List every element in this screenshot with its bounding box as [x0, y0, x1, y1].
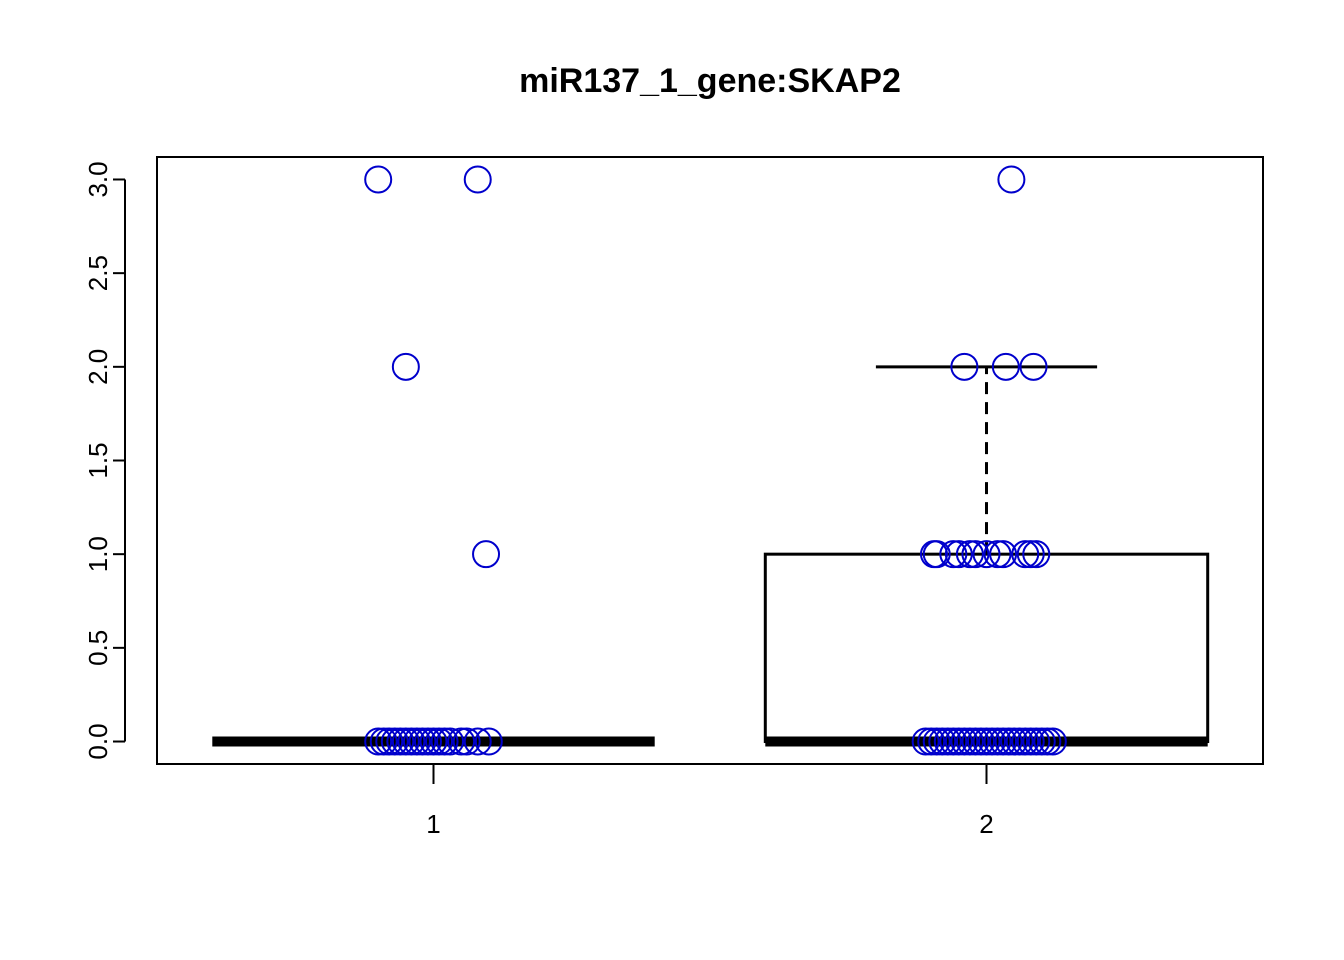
data-point [447, 727, 476, 756]
data-point [972, 727, 1001, 756]
chart-title: miR137_1_gene:SKAP2 [519, 62, 901, 100]
x-tick-label: 2 [979, 809, 993, 839]
data-point [472, 540, 501, 569]
x-tick-label: 1 [426, 809, 440, 839]
data-point [955, 540, 984, 569]
data-point [961, 727, 990, 756]
data-point [1011, 540, 1040, 569]
data-point [955, 727, 984, 756]
plot-frame [156, 156, 1264, 765]
data-point [972, 540, 1001, 569]
data-point [939, 540, 968, 569]
data-point [436, 727, 465, 756]
data-point [397, 727, 426, 756]
data-point [463, 165, 492, 194]
data-point [375, 727, 404, 756]
data-point [1016, 727, 1045, 756]
data-point [950, 727, 979, 756]
data-point [989, 727, 1018, 756]
data-point [994, 727, 1023, 756]
data-point [408, 727, 437, 756]
data-point [928, 727, 957, 756]
data-point [944, 540, 973, 569]
y-tick-label: 0.5 [83, 630, 113, 666]
data-point [1011, 727, 1040, 756]
data-point [386, 727, 415, 756]
data-point [1019, 352, 1048, 381]
data-point [1033, 727, 1062, 756]
data-point [419, 727, 448, 756]
data-point [933, 727, 962, 756]
data-point [989, 540, 1018, 569]
y-tick-label: 1.0 [83, 536, 113, 572]
data-point [983, 727, 1012, 756]
data-point [391, 727, 420, 756]
data-point [1000, 727, 1029, 756]
data-point [1038, 727, 1067, 756]
data-point [1022, 540, 1051, 569]
data-point [474, 727, 503, 756]
data-point [369, 727, 398, 756]
data-point [430, 727, 459, 756]
y-tick-label: 0.0 [83, 723, 113, 759]
data-point [978, 727, 1007, 756]
y-tick-label: 2.5 [83, 255, 113, 291]
y-tick-label: 2.0 [83, 349, 113, 385]
data-point [1027, 727, 1056, 756]
plot-area: 0.0 0.5 1.0 1.5 2.0 2.5 3.0 1 2 [83, 156, 1264, 839]
data-point [961, 540, 990, 569]
data-point [1005, 727, 1034, 756]
data-point [917, 727, 946, 756]
y-tick-label: 3.0 [83, 161, 113, 197]
data-point [983, 540, 1012, 569]
data-point [991, 352, 1020, 381]
data-point [452, 727, 481, 756]
data-point [402, 727, 431, 756]
box [763, 552, 1210, 744]
data-point [425, 727, 454, 756]
data-point [966, 727, 995, 756]
data-point [997, 165, 1026, 194]
data-point [1022, 727, 1051, 756]
data-point [364, 727, 393, 756]
data-point [391, 352, 420, 381]
data-point [939, 727, 968, 756]
data-point [413, 727, 442, 756]
data-point [380, 727, 409, 756]
data-point [1016, 540, 1045, 569]
data-point [922, 727, 951, 756]
data-point [911, 727, 940, 756]
data-point [922, 540, 951, 569]
data-point [950, 352, 979, 381]
data-point [944, 727, 973, 756]
data-point [463, 727, 492, 756]
y-tick-label: 1.5 [83, 442, 113, 478]
data-point [364, 165, 393, 194]
